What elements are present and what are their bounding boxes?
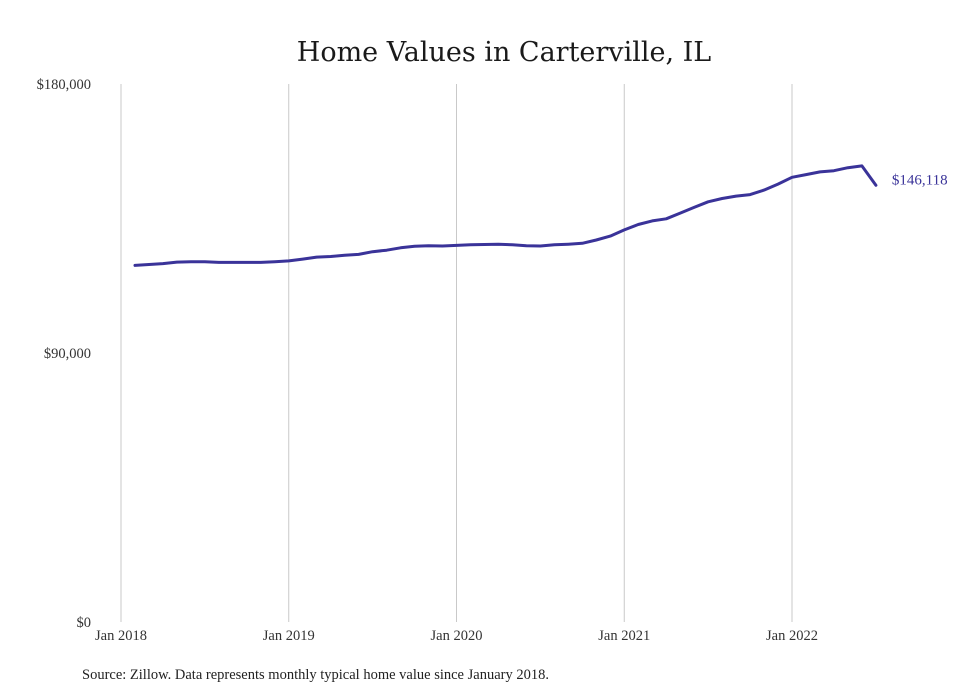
end-value-label: $146,118 — [892, 172, 948, 188]
y-tick-label: $0 — [77, 615, 92, 631]
chart-title: Home Values in Carterville, IL — [297, 37, 711, 68]
x-tick-label: Jan 2022 — [766, 628, 818, 644]
x-axis-ticks: Jan 2018 Jan 2019 Jan 2020 Jan 2021 Jan 2022 — [95, 628, 818, 644]
x-tick-label: Jan 2019 — [263, 628, 315, 644]
y-axis-ticks: $0 $90,000 $180,000 — [37, 77, 91, 631]
x-tick-label: Jan 2021 — [598, 628, 650, 644]
x-tick-label: Jan 2020 — [431, 628, 483, 644]
y-tick-label: $180,000 — [37, 77, 91, 93]
series-layer: $146,118 — [133, 164, 948, 267]
x-tick-label: Jan 2018 — [95, 628, 147, 644]
gridlines — [120, 84, 793, 622]
source-note: Source: Zillow. Data represents monthly … — [82, 667, 549, 683]
series-line — [133, 164, 878, 267]
y-tick-label: $90,000 — [44, 346, 91, 362]
